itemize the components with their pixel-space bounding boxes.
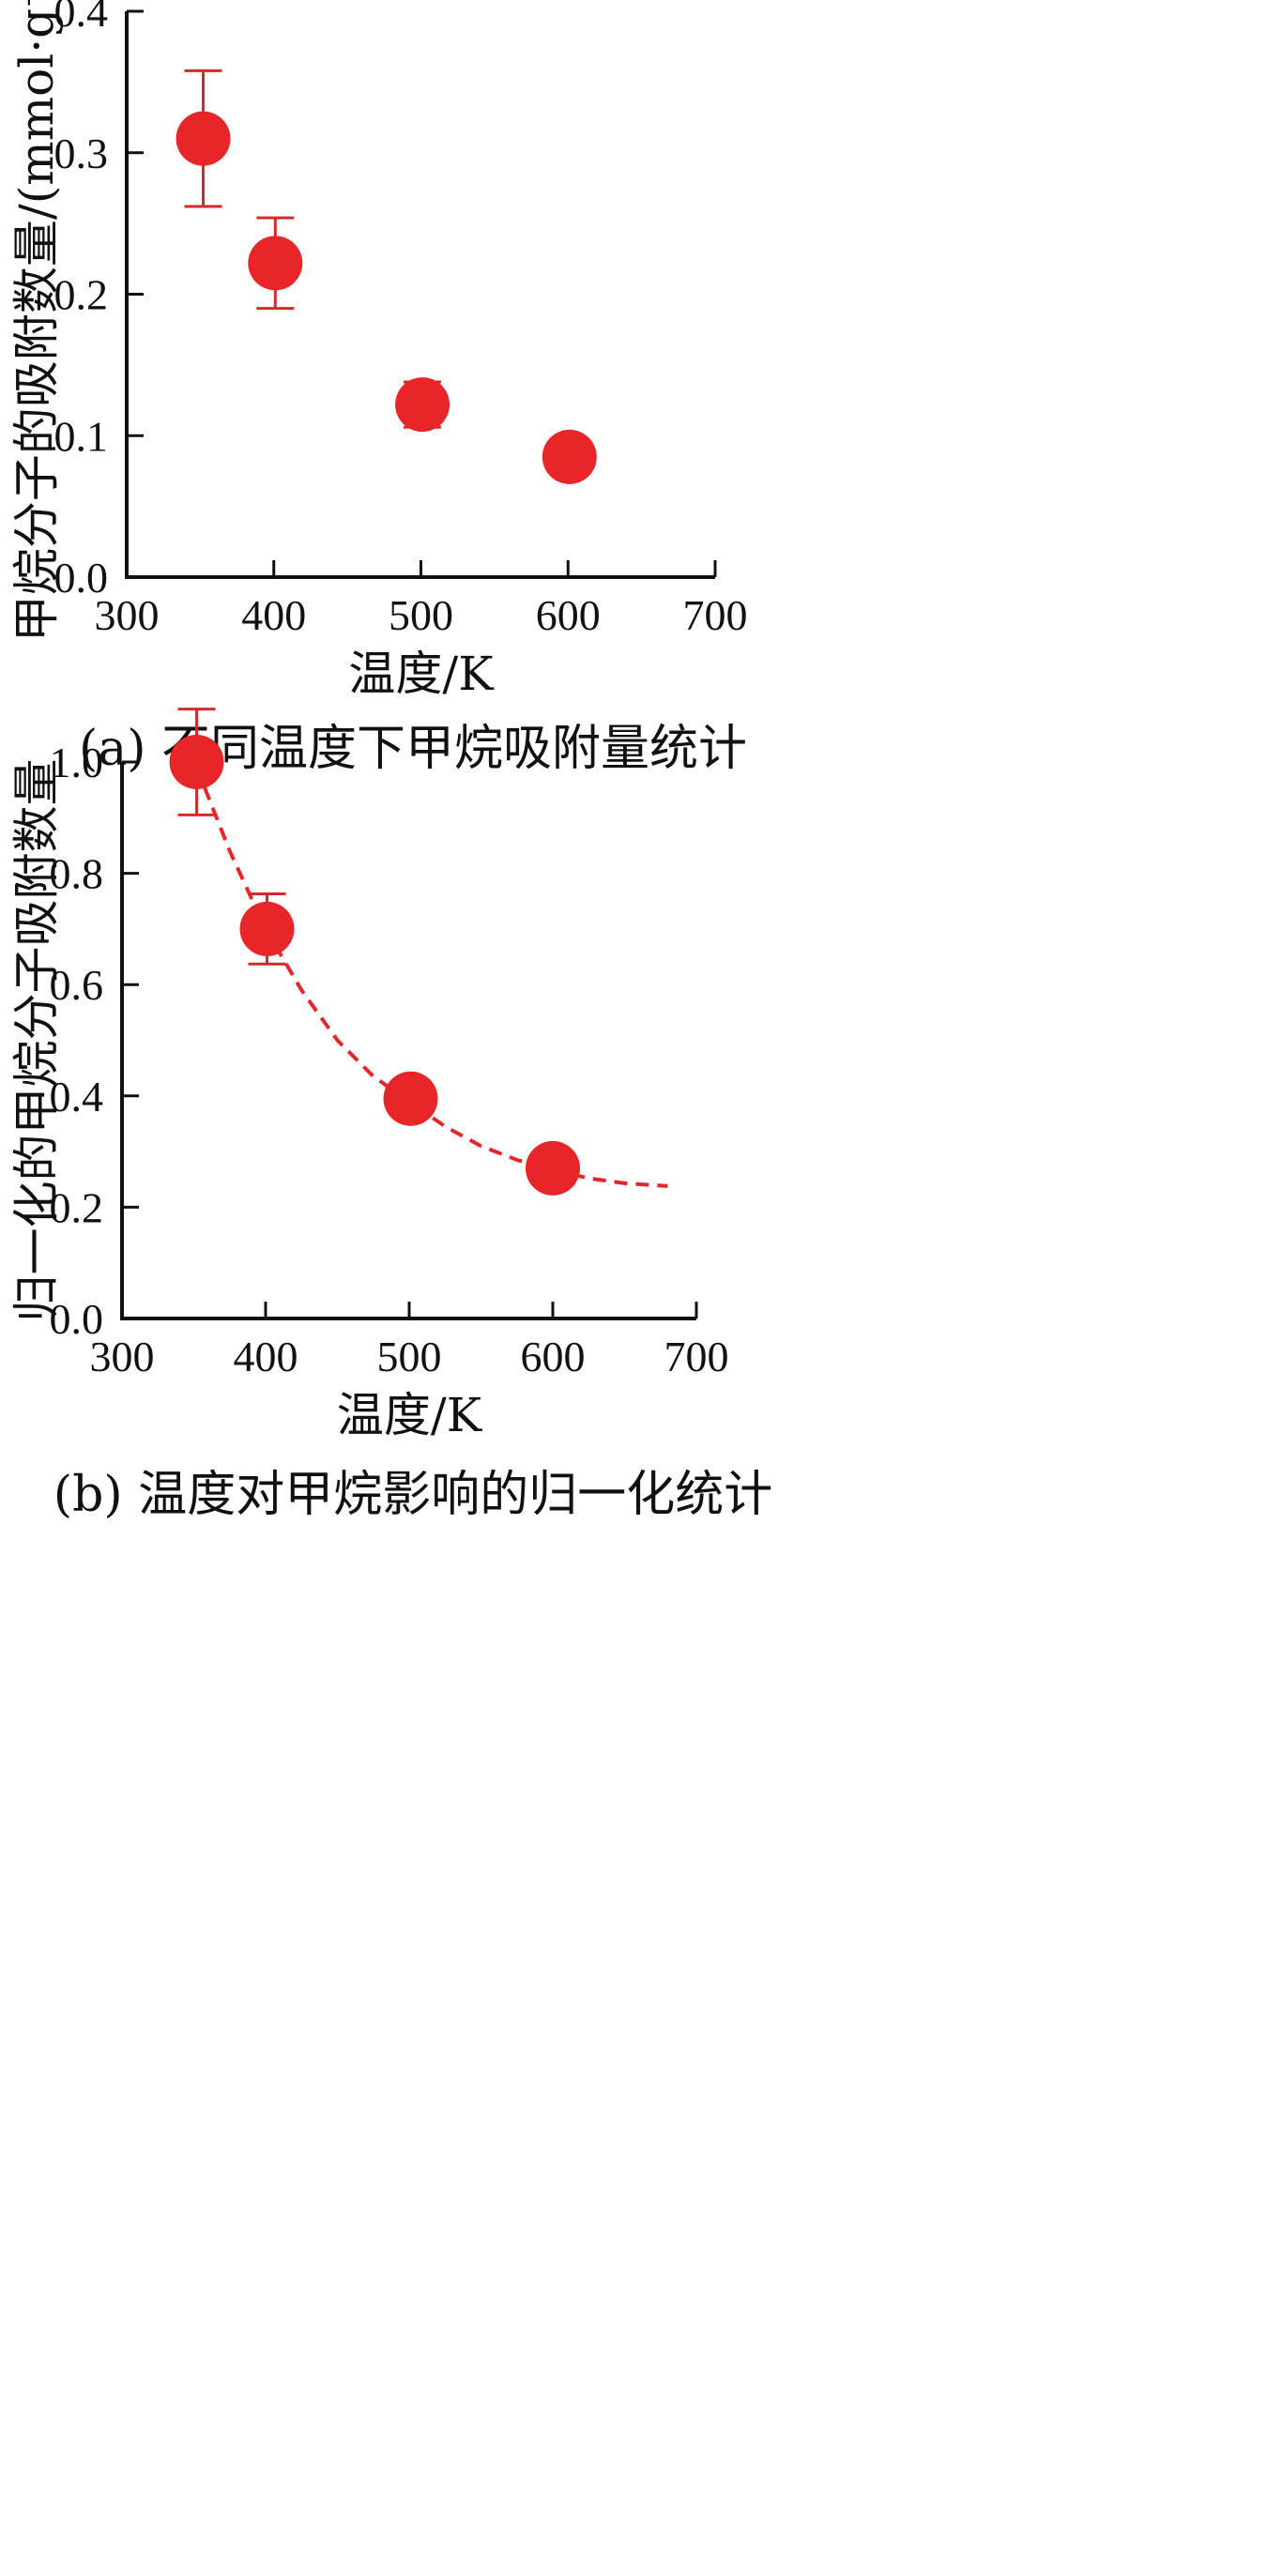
- y-axis-label: 甲烷分子的吸附数量/(mmol·g⁻¹): [9, 0, 64, 642]
- y-tick-label: 1.0: [50, 739, 104, 786]
- x-tick-label: 500: [389, 591, 453, 639]
- y-tick-label: 0.2: [50, 1183, 104, 1231]
- y-tick-label: 0.3: [54, 130, 109, 177]
- y-tick-label: 0.2: [54, 271, 109, 319]
- data-point: [176, 111, 231, 166]
- y-tick-label: 0.4: [50, 1073, 104, 1120]
- x-tick-label: 500: [377, 1333, 442, 1380]
- data-points: [176, 111, 597, 484]
- data-point: [239, 901, 295, 956]
- data-point: [395, 377, 450, 433]
- x-axis-label: 温度/K: [337, 1388, 483, 1442]
- data-point: [248, 236, 303, 291]
- data-point: [542, 429, 597, 484]
- x-tick-label: 300: [90, 1333, 155, 1380]
- chart-panel-b: 300 400 500 600 700 0.00.20.40.60.81.0 温度/K …: [9, 708, 772, 1523]
- x-tick-label: 300: [95, 591, 160, 639]
- x-tick-label: 700: [683, 591, 748, 639]
- y-tick-label: 0.4: [54, 0, 109, 36]
- x-tick-label: 600: [536, 591, 601, 639]
- y-tick-label: 0.1: [54, 412, 109, 460]
- y-tick-label: 0.0: [50, 1295, 104, 1343]
- x-tick-label: 600: [521, 1333, 586, 1380]
- chart-caption: (b) 温度对甲烷影响的归一化统计: [53, 1467, 772, 1523]
- data-point: [169, 735, 224, 789]
- y-ticks: 0.0 0.2 0.4 0.6 0.8 1.0: [50, 739, 139, 1343]
- y-tick-label: 0.6: [50, 961, 104, 1009]
- chart-panel-a: 300 400 500 600 700 0.0 0.1 0.2 0.3 0.4 温度/K 甲烷分…: [9, 0, 748, 777]
- data-point: [383, 1071, 438, 1126]
- y-tick-label: 0.8: [50, 850, 104, 898]
- x-ticks: 300 400 500 600 700: [90, 1302, 729, 1380]
- y-ticks: 0.0 0.1 0.2 0.3 0.4: [54, 0, 144, 602]
- data-points: [169, 735, 580, 1196]
- x-ticks: 300 400 500 600 700: [95, 560, 748, 639]
- data-point: [526, 1140, 580, 1196]
- y-axis-label: 归一化的甲烷分子吸附数量: [9, 759, 64, 1322]
- x-tick-label: 400: [241, 591, 306, 639]
- y-tick-label: 0.0: [54, 554, 109, 602]
- x-tick-label: 700: [664, 1333, 729, 1380]
- fit-curve: [194, 767, 668, 1188]
- x-axis-label: 温度/K: [348, 647, 495, 701]
- x-tick-label: 400: [234, 1333, 298, 1380]
